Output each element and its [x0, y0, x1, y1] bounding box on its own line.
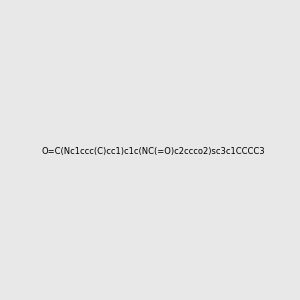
- Text: O=C(Nc1ccc(C)cc1)c1c(NC(=O)c2ccco2)sc3c1CCCC3: O=C(Nc1ccc(C)cc1)c1c(NC(=O)c2ccco2)sc3c1…: [42, 147, 266, 156]
